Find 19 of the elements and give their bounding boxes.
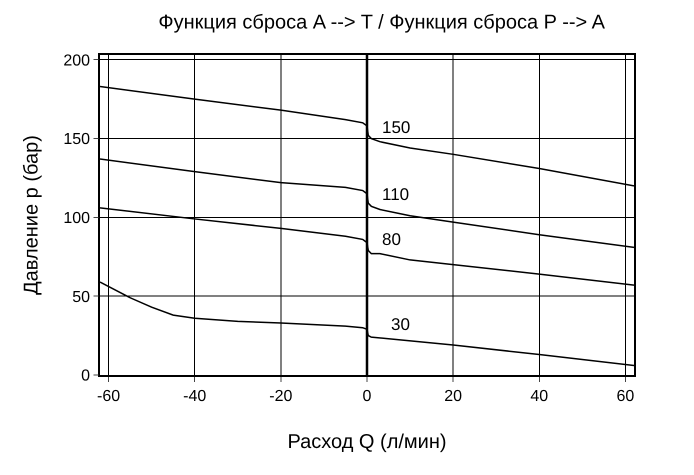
series-label: 80: [382, 230, 401, 249]
series-label: 150: [382, 118, 410, 137]
x-axis-title: Расход Q (л/мин): [287, 430, 447, 453]
series-label: 30: [391, 315, 410, 334]
y-tick-label: 50: [72, 288, 90, 306]
x-tick-label: -60: [97, 388, 120, 405]
x-tick-label: -40: [183, 388, 206, 405]
series-label: 110: [382, 185, 410, 204]
x-tick-label: 40: [530, 388, 548, 405]
x-tick-label: 20: [444, 388, 462, 405]
y-tick-label: 150: [63, 131, 90, 148]
y-tick-label: 0: [81, 368, 90, 385]
x-tick-label: -20: [269, 388, 293, 405]
y-tick-label: 100: [63, 210, 90, 227]
x-tick-label: 60: [616, 388, 634, 405]
chart-title: Функция сброса A --> T / Функция сброса P --> A: [158, 11, 606, 34]
x-tick-label: 0: [362, 388, 372, 405]
y-axis-title: Давление p (бар): [20, 135, 42, 295]
y-tick-label: 200: [63, 52, 90, 70]
